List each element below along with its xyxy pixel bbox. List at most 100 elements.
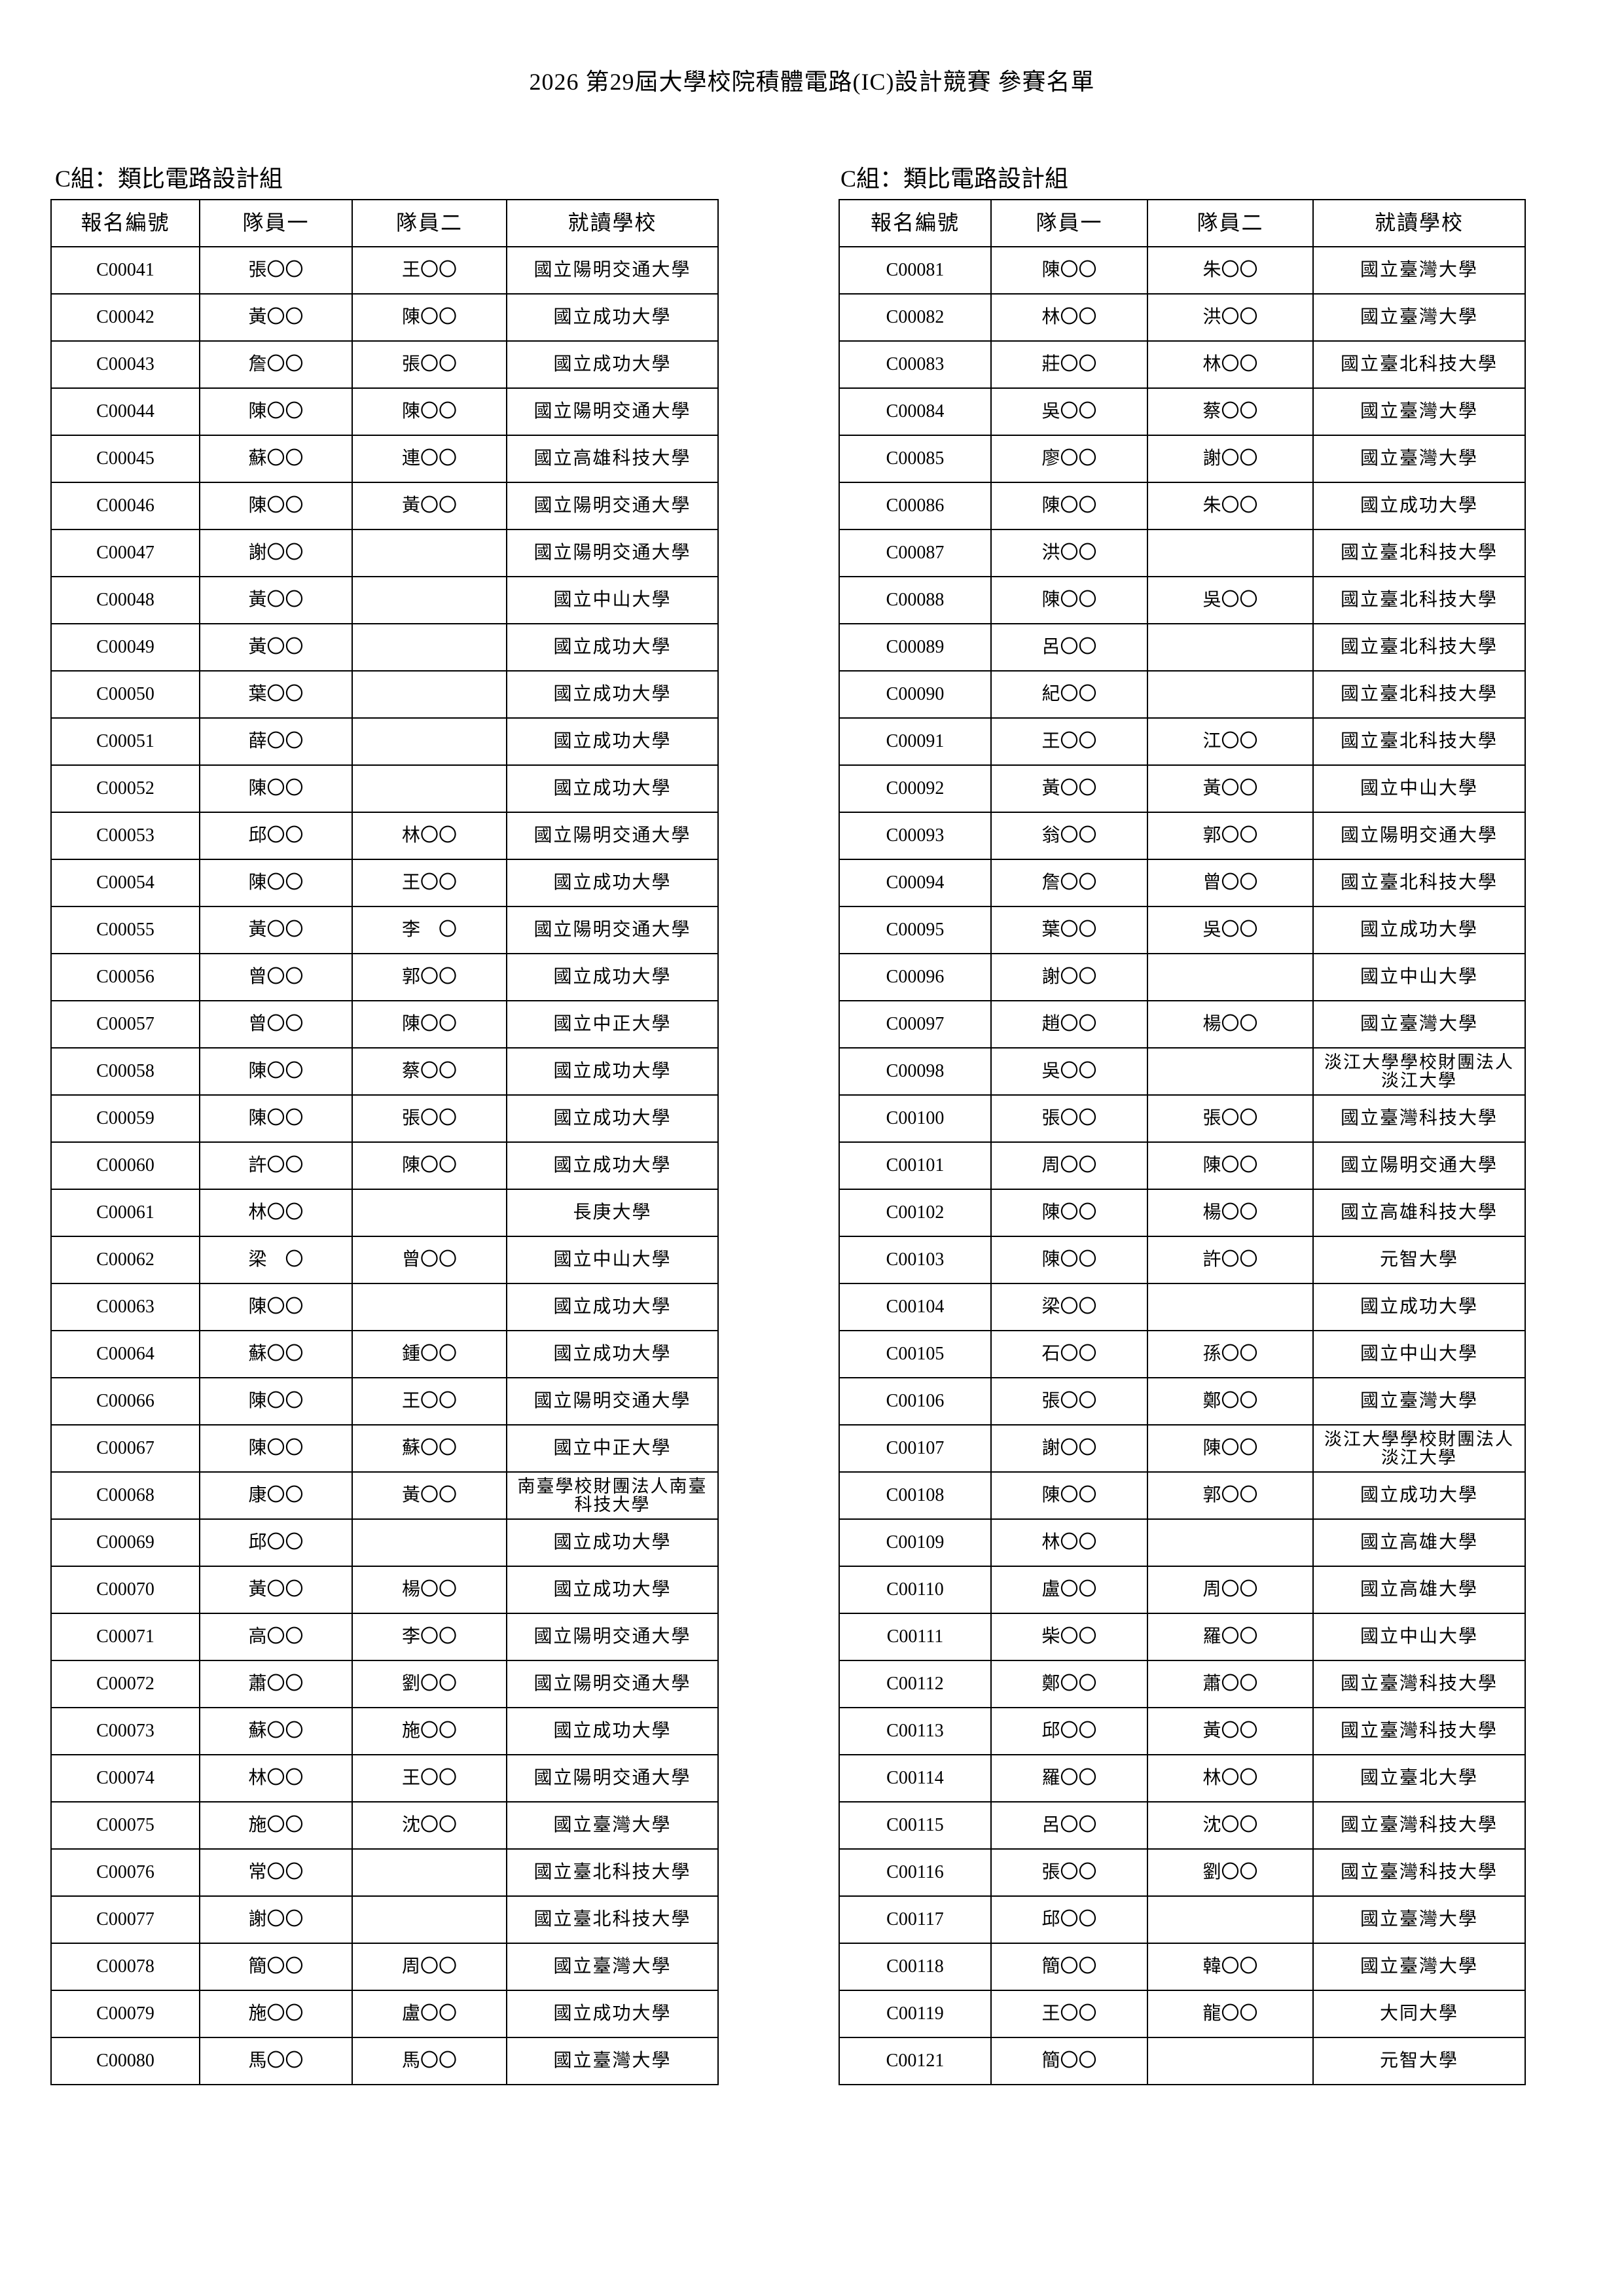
registration-id-cell: C00074: [50, 1754, 200, 1803]
table-row: C00101 周〇〇 陳〇〇 國立陽明交通大學: [839, 1141, 1526, 1190]
member-two-cell: 李〇〇: [352, 1613, 507, 1661]
school-cell: 國立陽明交通大學: [1312, 812, 1526, 860]
table-row: C00063 陳〇〇 國立成功大學: [50, 1283, 719, 1331]
member-two-cell: 王〇〇: [352, 1377, 507, 1426]
member-one-cell: 常〇〇: [199, 1848, 353, 1897]
school-cell: 國立中山大學: [1312, 953, 1526, 1001]
registration-id-cell: C00058: [50, 1047, 200, 1096]
table-row: C00041 張〇〇 王〇〇 國立陽明交通大學: [50, 246, 719, 295]
member-one-cell: 梁 〇: [199, 1236, 353, 1284]
table-row: C00109 林〇〇 國立高雄大學: [839, 1518, 1526, 1567]
registration-id-cell: C00116: [839, 1848, 992, 1897]
table-row: C00103 陳〇〇 許〇〇 元智大學: [839, 1236, 1526, 1284]
school-cell: 國立成功大學: [506, 1566, 719, 1614]
school-cell: 國立成功大學: [506, 717, 719, 766]
school-cell: 國立臺灣科技大學: [1312, 1094, 1526, 1143]
member-two-cell: [352, 764, 507, 813]
registration-id-cell: C00060: [50, 1141, 200, 1190]
member-one-cell: 陳〇〇: [990, 482, 1148, 530]
member-one-cell: 翁〇〇: [990, 812, 1148, 860]
table-row: C00096 謝〇〇 國立中山大學: [839, 953, 1526, 1001]
member-one-cell: 謝〇〇: [990, 953, 1148, 1001]
header-school: 就讀學校: [1312, 199, 1526, 247]
table-row: C00116 張〇〇 劉〇〇 國立臺灣科技大學: [839, 1848, 1526, 1897]
member-one-cell: 王〇〇: [990, 717, 1148, 766]
member-one-cell: 簡〇〇: [990, 1943, 1148, 1991]
registration-id-cell: C00085: [839, 435, 992, 483]
table-header-row: 報名編號 隊員一 隊員二 就讀學校: [839, 199, 1526, 247]
table-row: C00085 廖〇〇 謝〇〇 國立臺灣大學: [839, 435, 1526, 483]
table-row: C00092 黃〇〇 黃〇〇 國立中山大學: [839, 764, 1526, 813]
registration-id-cell: C00048: [50, 576, 200, 624]
registration-id-cell: C00078: [50, 1943, 200, 1991]
member-two-cell: 蔡〇〇: [1147, 387, 1314, 436]
registration-id-cell: C00088: [839, 576, 992, 624]
member-one-cell: 莊〇〇: [990, 340, 1148, 389]
school-cell: 國立臺灣科技大學: [1312, 1848, 1526, 1897]
member-one-cell: 陳〇〇: [990, 1189, 1148, 1237]
registration-id-cell: C00121: [839, 2037, 992, 2085]
table-row: C00048 黃〇〇 國立中山大學: [50, 576, 719, 624]
registration-id-cell: C00097: [839, 1000, 992, 1049]
member-two-cell: 馬〇〇: [352, 2037, 507, 2085]
member-one-cell: 陳〇〇: [990, 246, 1148, 295]
member-one-cell: 陳〇〇: [990, 576, 1148, 624]
school-cell: 國立陽明交通大學: [506, 812, 719, 860]
member-one-cell: 蘇〇〇: [199, 435, 353, 483]
member-two-cell: [352, 670, 507, 719]
member-one-cell: 陳〇〇: [199, 1094, 353, 1143]
member-two-cell: [1147, 953, 1314, 1001]
table-row: C00072 蕭〇〇 劉〇〇 國立陽明交通大學: [50, 1660, 719, 1708]
school-cell: 國立臺灣科技大學: [1312, 1801, 1526, 1850]
table-row: C00046 陳〇〇 黃〇〇 國立陽明交通大學: [50, 482, 719, 530]
member-one-cell: 蘇〇〇: [199, 1707, 353, 1755]
table-row: C00098 吳〇〇 淡江大學學校財團法人淡江大學: [839, 1047, 1526, 1096]
table-row: C00059 陳〇〇 張〇〇 國立成功大學: [50, 1094, 719, 1143]
member-two-cell: 許〇〇: [1147, 1236, 1314, 1284]
school-cell: 國立成功大學: [506, 1141, 719, 1190]
member-one-cell: 邱〇〇: [199, 1518, 353, 1567]
table-row: C00068 康〇〇 黃〇〇 南臺學校財團法人南臺科技大學: [50, 1471, 719, 1520]
school-cell: 國立高雄科技大學: [1312, 1189, 1526, 1237]
member-one-cell: 吳〇〇: [990, 1047, 1148, 1096]
member-one-cell: 陳〇〇: [199, 1424, 353, 1473]
school-cell: 國立中正大學: [506, 1000, 719, 1049]
school-cell: 國立成功大學: [506, 1330, 719, 1378]
school-cell: 國立中山大學: [506, 576, 719, 624]
registration-id-cell: C00094: [839, 859, 992, 907]
table-row: C00079 施〇〇 盧〇〇 國立成功大學: [50, 1990, 719, 2038]
school-cell: 國立臺北科技大學: [1312, 717, 1526, 766]
member-one-cell: 林〇〇: [990, 1518, 1148, 1567]
member-two-cell: [352, 1283, 507, 1331]
registration-id-cell: C00051: [50, 717, 200, 766]
registration-id-cell: C00042: [50, 293, 200, 342]
header-member2: 隊員二: [352, 199, 507, 247]
registration-id-cell: C00095: [839, 906, 992, 954]
registration-id-cell: C00061: [50, 1189, 200, 1237]
school-cell: 國立成功大學: [506, 1283, 719, 1331]
member-one-cell: 陳〇〇: [199, 482, 353, 530]
table-row: C00082 林〇〇 洪〇〇 國立臺灣大學: [839, 293, 1526, 342]
registration-id-cell: C00077: [50, 1895, 200, 1944]
member-two-cell: 陳〇〇: [352, 1141, 507, 1190]
member-two-cell: 黃〇〇: [1147, 1707, 1314, 1755]
member-one-cell: 洪〇〇: [990, 529, 1148, 577]
table-row: C00044 陳〇〇 陳〇〇 國立陽明交通大學: [50, 387, 719, 436]
member-two-cell: 謝〇〇: [1147, 435, 1314, 483]
registration-id-cell: C00059: [50, 1094, 200, 1143]
member-one-cell: 詹〇〇: [990, 859, 1148, 907]
table-row: C00051 薛〇〇 國立成功大學: [50, 717, 719, 766]
member-two-cell: 楊〇〇: [1147, 1189, 1314, 1237]
member-two-cell: [352, 576, 507, 624]
member-two-cell: [1147, 1895, 1314, 1944]
member-one-cell: 施〇〇: [199, 1990, 353, 2038]
member-one-cell: 石〇〇: [990, 1330, 1148, 1378]
table-row: C00078 簡〇〇 周〇〇 國立臺灣大學: [50, 1943, 719, 1991]
member-two-cell: 劉〇〇: [1147, 1848, 1314, 1897]
table-row: C00100 張〇〇 張〇〇 國立臺灣科技大學: [839, 1094, 1526, 1143]
member-one-cell: 康〇〇: [199, 1471, 353, 1520]
member-one-cell: 盧〇〇: [990, 1566, 1148, 1614]
member-two-cell: 郭〇〇: [1147, 812, 1314, 860]
member-two-cell: 郭〇〇: [352, 953, 507, 1001]
member-one-cell: 王〇〇: [990, 1990, 1148, 2038]
